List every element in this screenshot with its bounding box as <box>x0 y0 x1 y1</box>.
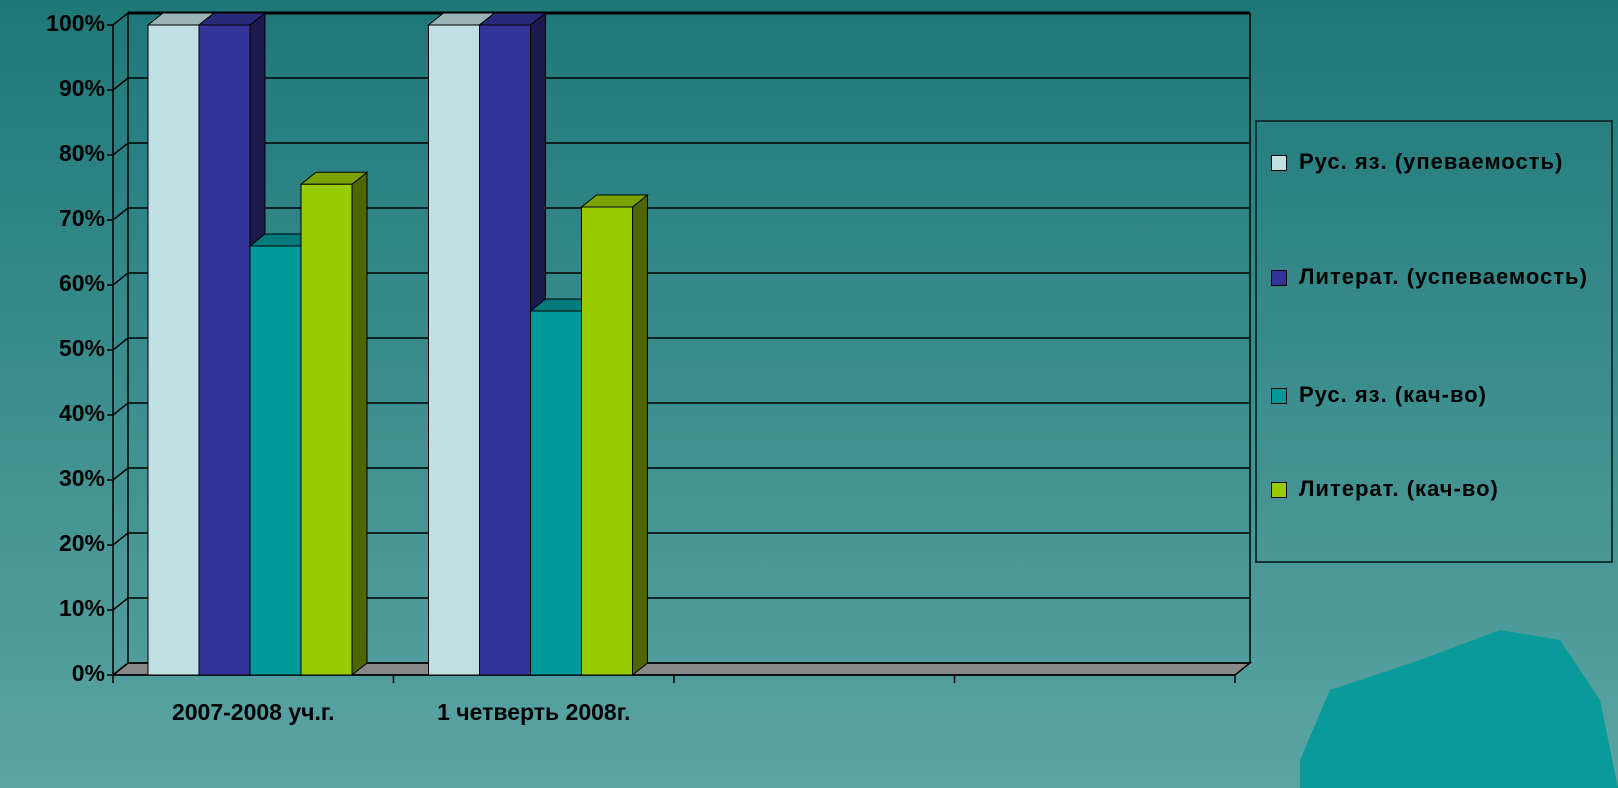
grid-line <box>112 12 1250 26</box>
grid-line <box>112 337 1250 351</box>
bar <box>428 24 480 676</box>
y-tick-label: 100% <box>46 10 105 36</box>
grid-line <box>112 77 1250 91</box>
grid-line <box>112 207 1250 221</box>
legend-swatch <box>1271 270 1287 286</box>
y-tick-label: 70% <box>59 205 105 231</box>
x-tick-label: 2007-2008 уч.г. <box>171 699 335 725</box>
bar-side <box>632 193 648 677</box>
legend-label: Рус. яз. (упеваемость) <box>1299 149 1564 174</box>
x-tick-label: 1 четверть 2008г. <box>437 699 631 725</box>
y-tick-label: 90% <box>59 75 105 101</box>
bar-side <box>351 171 368 677</box>
bar <box>530 310 582 676</box>
y-tick-label: 30% <box>59 465 105 491</box>
bar <box>479 24 531 676</box>
bar <box>198 24 251 676</box>
grid-line <box>112 402 1250 416</box>
legend-label: Рус. яз. (кач-во) <box>1299 382 1487 407</box>
grid-line <box>112 467 1250 481</box>
bar <box>581 206 633 676</box>
legend-label: Литерат. (успеваемость) <box>1299 264 1588 289</box>
legend-swatch <box>1271 155 1287 171</box>
legend-swatch <box>1271 388 1287 404</box>
grid-line <box>112 597 1250 611</box>
grid-line <box>112 142 1250 156</box>
y-tick-label: 10% <box>59 595 105 621</box>
grid-line <box>112 662 1250 676</box>
grid-line <box>112 272 1250 286</box>
y-tick-label: 0% <box>72 660 105 686</box>
bar <box>249 245 302 676</box>
y-tick-label: 60% <box>59 270 105 296</box>
bar <box>147 24 200 676</box>
y-tick-label: 50% <box>59 335 105 361</box>
legend-item: Литерат. (кач-во) <box>1269 474 1609 504</box>
decoration <box>1300 630 1618 788</box>
legend-item: Рус. яз. (кач-во) <box>1269 380 1609 410</box>
y-tick-label: 40% <box>59 400 105 426</box>
legend-item: Литерат. (успеваемость) <box>1269 262 1609 292</box>
grid-line <box>112 532 1250 546</box>
bar <box>300 183 353 676</box>
legend: Рус. яз. (упеваемость) Литерат. (успеваем… <box>1255 120 1613 563</box>
y-tick-label: 80% <box>59 140 105 166</box>
legend-label: Литерат. (кач-во) <box>1299 476 1499 501</box>
y-tick-label: 20% <box>59 530 105 556</box>
legend-item: Рус. яз. (упеваемость) <box>1269 147 1609 177</box>
legend-swatch <box>1271 482 1287 498</box>
